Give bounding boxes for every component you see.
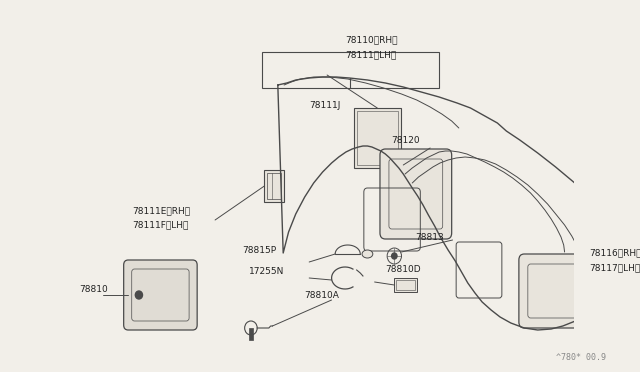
Text: 78120: 78120: [391, 136, 419, 145]
Text: ^780* 00.9: ^780* 00.9: [556, 353, 605, 362]
Text: 78813: 78813: [415, 233, 444, 242]
Text: 78810A: 78810A: [305, 291, 340, 300]
Text: 78111E〈RH〉: 78111E〈RH〉: [132, 206, 191, 215]
Text: 78110〈RH〉: 78110〈RH〉: [345, 35, 397, 44]
FancyBboxPatch shape: [124, 260, 197, 330]
Bar: [396, 280, 415, 290]
FancyBboxPatch shape: [519, 254, 591, 328]
Bar: [394, 278, 417, 292]
Bar: [356, 111, 398, 165]
Circle shape: [135, 291, 143, 299]
Text: 78111J: 78111J: [309, 101, 340, 110]
Text: 78117〈LH〉: 78117〈LH〉: [589, 263, 640, 272]
Text: 78116〈RH〉: 78116〈RH〉: [589, 248, 640, 257]
Text: 17255N: 17255N: [249, 267, 285, 276]
FancyBboxPatch shape: [380, 149, 452, 239]
Bar: [249, 328, 253, 340]
Circle shape: [392, 253, 397, 259]
Bar: [262, 52, 439, 88]
Text: 78111F〈LH〉: 78111F〈LH〉: [132, 220, 189, 229]
Text: 78111〈LH〉: 78111〈LH〉: [345, 50, 396, 59]
Text: 78815P: 78815P: [242, 246, 276, 255]
Text: 78810D: 78810D: [385, 265, 421, 274]
Text: 78810: 78810: [79, 285, 108, 294]
Ellipse shape: [362, 250, 373, 258]
Bar: [267, 173, 282, 199]
Bar: [354, 108, 401, 168]
Bar: [264, 170, 284, 202]
